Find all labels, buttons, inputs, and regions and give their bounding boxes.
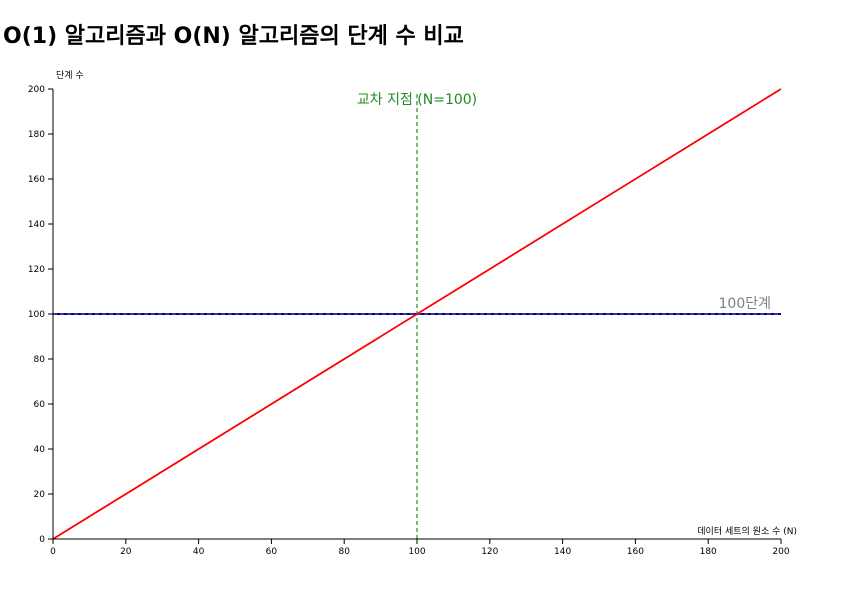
x-tick-label: 100 bbox=[408, 547, 425, 557]
x-axis-label: 데이터 세트의 원소 수 (N) bbox=[697, 526, 797, 537]
x-tick-label: 80 bbox=[338, 547, 350, 557]
y-ticks: 0 20 40 60 80 100 120 140 160 180 200 bbox=[28, 85, 53, 545]
y-tick-label: 40 bbox=[34, 445, 46, 455]
y-tick-label: 80 bbox=[34, 355, 46, 365]
x-tick-label: 40 bbox=[193, 547, 205, 557]
labels-layer: 교차 지점 (N=100) 100단계 bbox=[357, 92, 771, 312]
x-tick-label: 160 bbox=[627, 547, 644, 557]
x-tick-label: 0 bbox=[50, 547, 56, 557]
steps-100-label: 100단계 bbox=[719, 296, 771, 312]
y-tick-label: 120 bbox=[28, 265, 45, 275]
chart-title: O(1) 알고리즘과 O(N) 알고리즘의 단계 수 비교 bbox=[3, 24, 464, 49]
x-ticks: 0 20 40 60 80 100 120 140 160 180 200 bbox=[50, 539, 790, 557]
y-tick-label: 200 bbox=[28, 85, 45, 95]
y-tick-label: 180 bbox=[28, 130, 45, 140]
y-tick-label: 20 bbox=[34, 490, 46, 500]
y-tick-label: 60 bbox=[34, 400, 46, 410]
y-axis-label: 단계 수 bbox=[56, 69, 84, 81]
crossover-label: 교차 지점 (N=100) bbox=[357, 92, 477, 108]
y-tick-label: 140 bbox=[28, 220, 45, 230]
x-tick-label: 140 bbox=[554, 547, 571, 557]
y-tick-label: 100 bbox=[28, 310, 45, 320]
x-tick-label: 60 bbox=[266, 547, 278, 557]
series-line-on bbox=[52, 88, 782, 540]
y-tick-label: 160 bbox=[28, 175, 45, 185]
x-tick-label: 120 bbox=[481, 547, 498, 557]
x-tick-label: 180 bbox=[700, 547, 717, 557]
x-tick-label: 20 bbox=[120, 547, 132, 557]
x-tick-label: 200 bbox=[772, 547, 789, 557]
y-tick-label: 0 bbox=[39, 535, 45, 545]
series-layer bbox=[52, 88, 782, 540]
axes-layer: 0 20 40 60 80 100 120 140 160 180 200 0 20 40 60 80 100… bbox=[28, 69, 797, 557]
